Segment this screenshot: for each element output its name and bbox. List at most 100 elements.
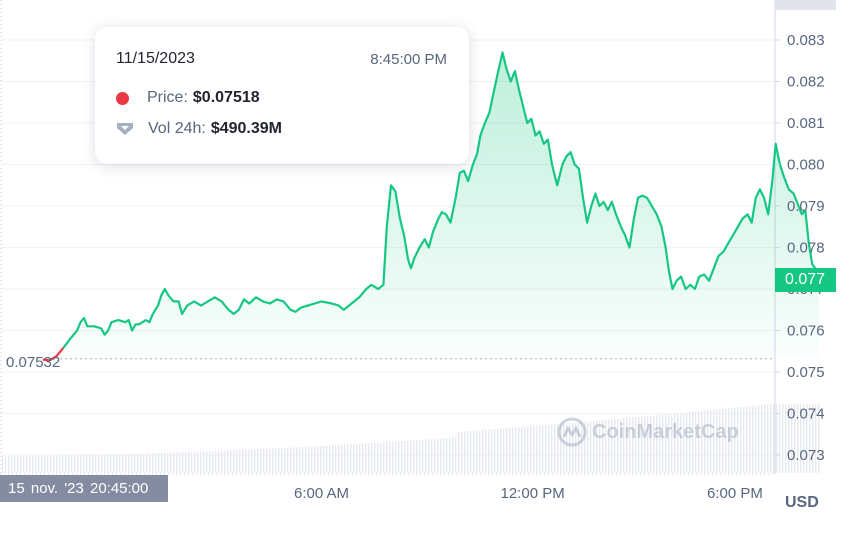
- volume-bar: [794, 404, 796, 473]
- volume-bar: [440, 438, 442, 473]
- volume-bar: [410, 440, 412, 473]
- volume-bar: [113, 454, 115, 473]
- volume-bar: [146, 453, 148, 473]
- volume-bar: [428, 439, 430, 473]
- y-axis: 0.0730.0740.0750.0760.0770.0780.0790.080…: [775, 0, 825, 464]
- volume-bar: [473, 430, 475, 473]
- y-tick-label: 0.079: [787, 198, 825, 215]
- x-tick-label: 6:00 PM: [707, 485, 763, 502]
- volume-bar: [416, 440, 418, 473]
- y-tick-label: 0.082: [787, 74, 825, 91]
- volume-bar: [311, 446, 313, 473]
- y-tick-label: 0.076: [787, 323, 825, 340]
- volume-bar: [419, 439, 421, 473]
- volume-bar: [566, 423, 568, 473]
- volume-bar: [89, 454, 91, 473]
- volume-bar: [467, 431, 469, 473]
- y-tick-label: 0.073: [787, 447, 825, 464]
- volume-bar: [596, 420, 598, 473]
- volume-bar: [689, 412, 691, 473]
- volume-bar: [611, 419, 613, 473]
- volume-bar: [182, 452, 184, 473]
- volume-bar: [17, 456, 19, 473]
- volume-bar: [77, 455, 79, 473]
- volume-bar: [800, 404, 802, 473]
- volume-bar: [134, 453, 136, 473]
- volume-bar: [425, 439, 427, 473]
- volume-bar: [140, 453, 142, 473]
- volume-bar: [758, 405, 760, 473]
- volume-bar: [812, 404, 814, 473]
- volume-bar: [464, 431, 466, 473]
- volume-bar: [527, 426, 529, 473]
- tooltip: 11/15/2023 8:45:00 PM Price: $0.07518 Vo…: [95, 27, 469, 164]
- volume-bar: [167, 452, 169, 473]
- volume-bar: [92, 454, 94, 473]
- volume-bar: [695, 411, 697, 473]
- x-tick-label: 6:00 AM: [294, 485, 349, 502]
- volume-bar: [194, 451, 196, 473]
- volume-bar: [155, 453, 157, 473]
- volume-bar: [590, 421, 592, 473]
- volume-bar: [269, 448, 271, 473]
- volume-bar: [479, 430, 481, 473]
- volume-bar: [731, 407, 733, 473]
- volume-bar: [557, 424, 559, 473]
- tooltip-vol-row: Vol 24h: $490.39M: [116, 120, 282, 138]
- volume-bar: [521, 426, 523, 473]
- volume-bar: [71, 455, 73, 473]
- volume-bar: [350, 444, 352, 473]
- volume-bar: [47, 455, 49, 473]
- volume-bar: [680, 412, 682, 473]
- volume-bar: [338, 444, 340, 473]
- volume-bar: [131, 453, 133, 473]
- volume-bar: [563, 423, 565, 473]
- volume-bar: [767, 404, 769, 473]
- y-tick-label: 0.075: [787, 364, 825, 381]
- volume-bar: [266, 448, 268, 473]
- volume-bar: [620, 418, 622, 473]
- volume-bar: [380, 442, 382, 473]
- volume-bar: [359, 443, 361, 473]
- volume-bar: [629, 417, 631, 473]
- volume-bar: [500, 428, 502, 473]
- volume-bar: [152, 453, 154, 473]
- volume-bar: [122, 454, 124, 473]
- volume-bar: [203, 451, 205, 473]
- volume-bar: [239, 449, 241, 473]
- y-tick-label: 0.078: [787, 240, 825, 257]
- volume-bar: [251, 449, 253, 473]
- volume-bar: [8, 456, 10, 473]
- volume-bar: [809, 404, 811, 473]
- volume-bar: [296, 447, 298, 473]
- volume-bar: [455, 437, 457, 473]
- volume-bar: [587, 421, 589, 473]
- volume-bar: [725, 408, 727, 473]
- volume-bar: [215, 450, 217, 473]
- volume-bar: [722, 408, 724, 473]
- volume-bar: [110, 454, 112, 473]
- volume-bar: [740, 406, 742, 473]
- volume-bar: [701, 410, 703, 473]
- volume-bar: [278, 448, 280, 473]
- volume-bar: [653, 415, 655, 473]
- volume-bar: [170, 452, 172, 473]
- volume-bar: [275, 448, 277, 473]
- volume-bar: [2, 456, 4, 473]
- volume-bar: [599, 420, 601, 473]
- volume-bar: [257, 449, 259, 473]
- volume-bar: [683, 412, 685, 473]
- volume-bar: [107, 454, 109, 473]
- volume-bar: [248, 449, 250, 473]
- tooltip-price-row: Price: $0.07518: [116, 89, 260, 107]
- volume-bar: [5, 456, 7, 473]
- volume-bar: [581, 421, 583, 473]
- volume-bar: [803, 404, 805, 473]
- volume-bar: [227, 450, 229, 473]
- volume-bar: [272, 448, 274, 473]
- volume-bar: [374, 442, 376, 473]
- volume-bar: [470, 430, 472, 473]
- volume-bar: [20, 456, 22, 473]
- x-tick-label: 12:00 PM: [501, 485, 565, 502]
- volume-bar: [185, 452, 187, 473]
